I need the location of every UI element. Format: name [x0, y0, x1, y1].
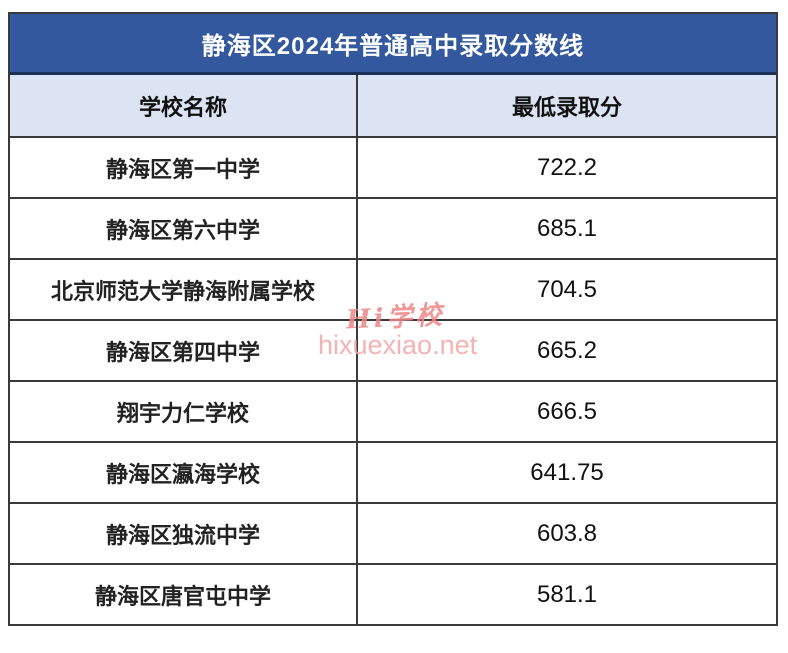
school-name-cell: 静海区瀛海学校: [10, 441, 358, 502]
score-cell: 722.2: [358, 136, 776, 197]
score-cell: 603.8: [358, 502, 776, 563]
school-name-cell: 静海区第四中学: [10, 319, 358, 380]
column-header-score: 最低录取分: [358, 75, 776, 136]
score-cell: 641.75: [358, 441, 776, 502]
school-name-cell: 北京师范大学静海附属学校: [10, 258, 358, 319]
school-name-cell: 静海区独流中学: [10, 502, 358, 563]
column-header-school: 学校名称: [10, 75, 358, 136]
score-cell: 704.5: [358, 258, 776, 319]
school-name-cell: 静海区第一中学: [10, 136, 358, 197]
table-grid: 学校名称 最低录取分 静海区第一中学 722.2 静海区第六中学 685.1 北…: [10, 75, 776, 624]
score-cell: 665.2: [358, 319, 776, 380]
school-name-cell: 翔宇力仁学校: [10, 380, 358, 441]
school-name-cell: 静海区第六中学: [10, 197, 358, 258]
admission-scores-table: 静海区2024年普通高中录取分数线 学校名称 最低录取分 静海区第一中学 722…: [8, 12, 778, 626]
table-title: 静海区2024年普通高中录取分数线: [10, 14, 776, 75]
score-cell: 685.1: [358, 197, 776, 258]
score-cell: 581.1: [358, 563, 776, 624]
school-name-cell: 静海区唐官屯中学: [10, 563, 358, 624]
score-cell: 666.5: [358, 380, 776, 441]
